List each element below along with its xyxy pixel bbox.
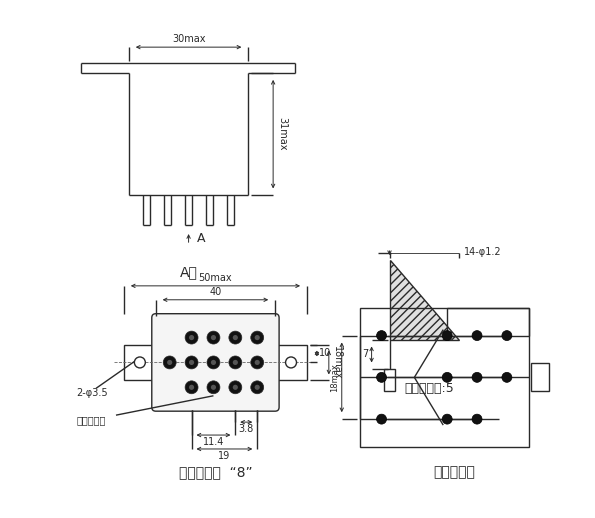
Circle shape	[472, 372, 482, 382]
Circle shape	[134, 357, 145, 368]
Circle shape	[167, 360, 173, 365]
Circle shape	[211, 385, 216, 390]
Text: A: A	[196, 232, 205, 244]
Text: 40: 40	[209, 287, 221, 297]
Circle shape	[185, 331, 198, 344]
Text: 50max: 50max	[199, 273, 232, 283]
Text: 19: 19	[218, 451, 230, 461]
Circle shape	[250, 356, 264, 369]
Circle shape	[229, 356, 242, 369]
Circle shape	[502, 330, 512, 340]
Text: 18max: 18max	[330, 363, 339, 392]
Circle shape	[207, 356, 220, 369]
Circle shape	[189, 385, 194, 390]
Text: A向: A向	[180, 265, 198, 279]
Polygon shape	[390, 260, 459, 340]
Circle shape	[442, 330, 452, 340]
Circle shape	[502, 372, 512, 382]
Circle shape	[442, 414, 452, 424]
Circle shape	[211, 360, 216, 365]
FancyBboxPatch shape	[152, 314, 279, 411]
Text: 着色绝缘子: 着色绝缘子	[76, 415, 105, 425]
Text: 30max: 30max	[172, 34, 205, 44]
Bar	[531, 364, 549, 391]
Bar	[384, 369, 396, 391]
Circle shape	[229, 381, 242, 394]
Circle shape	[207, 381, 220, 394]
Bar	[359, 308, 529, 447]
Circle shape	[233, 335, 238, 340]
Circle shape	[377, 414, 387, 424]
Text: 7: 7	[362, 350, 369, 359]
Text: 3.8: 3.8	[239, 424, 254, 434]
Circle shape	[377, 372, 387, 382]
Text: 引出端型式:5: 引出端型式:5	[405, 382, 454, 395]
Circle shape	[185, 381, 198, 394]
Circle shape	[472, 330, 482, 340]
Circle shape	[250, 381, 264, 394]
Text: 安装方式：  “8”: 安装方式： “8”	[178, 465, 252, 479]
Text: 10: 10	[319, 349, 331, 358]
Circle shape	[255, 335, 260, 340]
Circle shape	[377, 330, 387, 340]
Text: 11.4: 11.4	[203, 437, 224, 447]
Text: 2-φ3.5: 2-φ3.5	[76, 388, 108, 398]
Circle shape	[286, 357, 296, 368]
Circle shape	[229, 331, 242, 344]
Circle shape	[189, 360, 194, 365]
Circle shape	[189, 335, 194, 340]
Circle shape	[163, 356, 176, 369]
Circle shape	[255, 360, 260, 365]
Text: 18max: 18max	[332, 346, 342, 379]
Circle shape	[233, 360, 238, 365]
Text: 14-φ1.2: 14-φ1.2	[464, 247, 502, 257]
Circle shape	[185, 356, 198, 369]
Circle shape	[233, 385, 238, 390]
Bar	[275, 344, 307, 380]
Circle shape	[207, 331, 220, 344]
Text: 底視电路图: 底視电路图	[433, 465, 475, 479]
Text: 31max: 31max	[277, 118, 287, 151]
Circle shape	[472, 414, 482, 424]
Circle shape	[250, 331, 264, 344]
Bar	[124, 344, 156, 380]
Circle shape	[442, 372, 452, 382]
Circle shape	[211, 335, 216, 340]
Circle shape	[255, 385, 260, 390]
